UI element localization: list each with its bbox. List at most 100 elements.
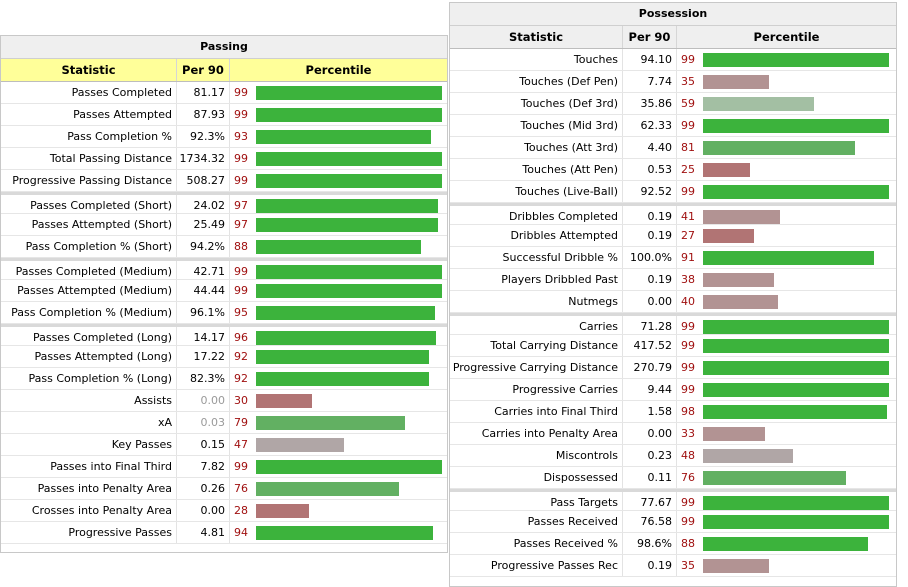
passing-col-per90: Per 90 (176, 59, 229, 81)
percentile-cell: 99 (229, 280, 447, 301)
per90-value: 100.0% (622, 247, 676, 268)
percentile-bar (256, 86, 442, 100)
possession-stat-row: Progressive Carries 9.44 99 (450, 379, 896, 401)
percentile-cell: 30 (229, 390, 447, 411)
percentile-value: 81 (681, 141, 695, 154)
per90-value: 0.23 (622, 445, 676, 466)
percentile-bar (256, 240, 421, 254)
percentile-cell: 94 (229, 522, 447, 543)
per90-value: 0.19 (622, 555, 676, 576)
percentile-cell: 76 (229, 478, 447, 499)
stat-label: Touches (Def 3rd) (520, 97, 618, 110)
per90-value: 4.40 (622, 137, 676, 158)
percentile-cell: 59 (676, 93, 896, 114)
per90-value: 94.10 (622, 49, 676, 70)
stat-label: Miscontrols (555, 449, 618, 462)
percentile-value: 92 (234, 372, 248, 385)
passing-stat-row: Passes Completed 81.17 99 (1, 82, 447, 104)
stat-label: Pass Completion % (Long) (28, 372, 173, 385)
percentile-value: 59 (681, 97, 695, 110)
stat-label: Passes Attempted (73, 108, 172, 121)
percentile-cell: 41 (676, 206, 896, 224)
passing-header: Statistic Per 90 Percentile (1, 59, 447, 82)
percentile-bar (703, 515, 889, 529)
percentile-value: 92 (234, 350, 248, 363)
percentile-bar (703, 229, 754, 243)
possession-stat-row: Carries 71.28 99 (450, 313, 896, 335)
percentile-value: 99 (681, 496, 695, 509)
percentile-cell: 97 (229, 195, 447, 213)
percentile-cell: 81 (676, 137, 896, 158)
percentile-cell: 99 (229, 170, 447, 191)
possession-stat-row: Dribbles Completed 0.19 41 (450, 203, 896, 225)
percentile-cell: 96 (229, 327, 447, 345)
possession-stat-row: Miscontrols 0.23 48 (450, 445, 896, 467)
percentile-value: 30 (234, 394, 248, 407)
percentile-bar (256, 504, 309, 518)
percentile-value: 47 (234, 438, 248, 451)
stat-label: Touches (Att Pen) (522, 163, 618, 176)
percentile-bar (256, 199, 438, 213)
per90-value: 82.3% (176, 368, 229, 389)
passing-stat-row: Passes Completed (Medium) 42.71 99 (1, 258, 447, 280)
percentile-bar (256, 394, 312, 408)
stat-label: Passes Completed (Medium) (15, 265, 172, 278)
possession-stat-row: Successful Dribble % 100.0% 91 (450, 247, 896, 269)
stat-label: Dribbles Attempted (510, 229, 618, 242)
percentile-bar (703, 251, 874, 265)
possession-stat-row: Nutmegs 0.00 40 (450, 291, 896, 313)
stat-label: Passes into Final Third (50, 460, 172, 473)
percentile-value: 99 (681, 185, 695, 198)
per90-value: 0.19 (622, 225, 676, 246)
percentile-value: 97 (234, 199, 248, 212)
per90-value: 76.58 (622, 511, 676, 532)
per90-value: 4.81 (176, 522, 229, 543)
percentile-cell: 38 (676, 269, 896, 290)
possession-rows: Touches 94.10 99 Touches (Def Pen) 7.74 35 Tou… (450, 49, 896, 577)
passing-title: Passing (1, 36, 447, 59)
passing-stat-row: Pass Completion % (Medium) 96.1% 95 (1, 302, 447, 324)
stat-label: Dribbles Completed (508, 210, 618, 223)
percentile-value: 95 (234, 306, 248, 319)
passing-stat-row: Crosses into Penalty Area 0.00 28 (1, 500, 447, 522)
per90-value: 0.15 (176, 434, 229, 455)
stat-label: Total Carrying Distance (490, 339, 618, 352)
per90-value: 14.17 (176, 327, 229, 345)
possession-col-percentile: Percentile (676, 26, 896, 48)
percentile-value: 99 (681, 361, 695, 374)
per90-value: 0.11 (622, 467, 676, 488)
percentile-value: 25 (681, 163, 695, 176)
percentile-value: 38 (681, 273, 695, 286)
percentile-bar (256, 265, 442, 279)
stat-label: Dispossessed (543, 471, 618, 484)
stat-label: Carries into Final Third (494, 405, 618, 418)
per90-value: 35.86 (622, 93, 676, 114)
percentile-cell: 92 (229, 368, 447, 389)
per90-value: 92.3% (176, 126, 229, 147)
percentile-cell: 91 (676, 247, 896, 268)
possession-stat-row: Total Carrying Distance 417.52 99 (450, 335, 896, 357)
passing-stat-row: Passes Attempted (Short) 25.49 97 (1, 214, 447, 236)
per90-value: 0.19 (622, 269, 676, 290)
percentile-cell: 95 (229, 302, 447, 323)
passing-col-percentile: Percentile (229, 59, 447, 81)
percentile-bar (703, 559, 769, 573)
percentile-value: 28 (234, 504, 248, 517)
possession-panel: Possession Statistic Per 90 Percentile T… (449, 2, 897, 587)
stat-label: Passes Received (527, 515, 618, 528)
stat-label: Crosses into Penalty Area (31, 504, 172, 517)
percentile-cell: 93 (229, 126, 447, 147)
passing-stat-row: Passes Attempted (Medium) 44.44 99 (1, 280, 447, 302)
stat-label: Touches (Def Pen) (519, 75, 618, 88)
percentile-cell: 76 (676, 467, 896, 488)
possession-col-per90: Per 90 (622, 26, 676, 48)
percentile-value: 35 (681, 559, 695, 572)
percentile-bar (256, 284, 442, 298)
percentile-bar (256, 130, 431, 144)
possession-stat-row: Progressive Carrying Distance 270.79 99 (450, 357, 896, 379)
percentile-value: 40 (681, 295, 695, 308)
percentile-value: 88 (681, 537, 695, 550)
percentile-bar (256, 526, 433, 540)
passing-stat-row: xA 0.03 79 (1, 412, 447, 434)
percentile-cell: 99 (676, 357, 896, 378)
